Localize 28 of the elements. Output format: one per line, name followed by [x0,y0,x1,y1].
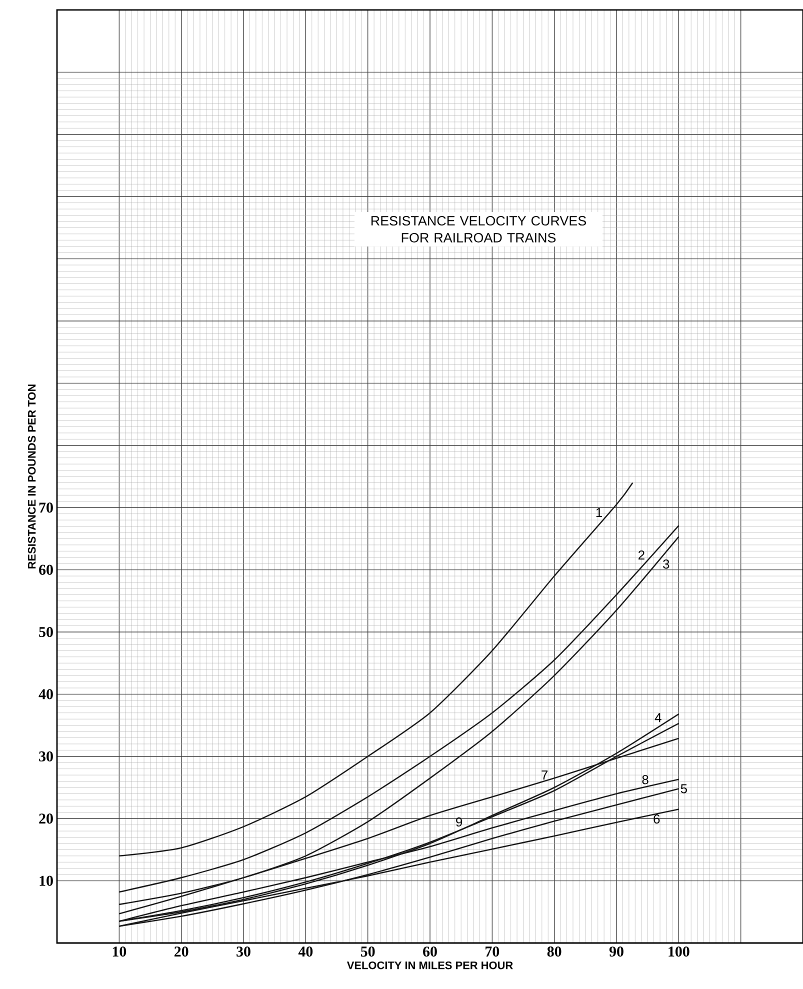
y-tick-label: 20 [39,814,53,824]
series-label: 8 [642,775,648,784]
x-tick-label: 50 [360,946,375,957]
x-tick-label: 10 [112,946,126,957]
y-tick-label: 70 [39,502,53,513]
y-tick-label: 30 [39,751,53,762]
series-label: 4 [654,713,662,722]
series-label: 3 [663,559,670,569]
y-axis-title: RESISTANCE IN POUNDS PER TON [28,384,36,568]
y-tick-label: 40 [38,689,53,700]
x-tick-label: 40 [298,946,313,957]
series-label: 9 [456,817,462,827]
series-label: 2 [638,550,644,560]
series-label: 1 [596,508,602,517]
x-tick-label: 60 [423,946,437,957]
text: RESISTANCE VELOCITY CURVES FOR RAILROAD TRAINS [371,216,586,242]
x-tick-label: 80 [547,946,562,957]
x-tick-label: 30 [236,946,250,957]
x-tick-label: 100 [668,946,690,957]
series-label: 7 [542,770,548,780]
x-tick-label: 20 [174,946,188,957]
x-tick-label: 90 [609,946,624,957]
y-tick-label: 50 [39,626,53,638]
y-tick-label: 10 [40,876,53,886]
y-tick-label: 60 [39,564,53,575]
x-tick-label: 70 [486,946,500,957]
series-label: 5 [680,784,687,794]
x-axis-title: VELOCITY IN MILES PER HOUR [346,961,513,970]
